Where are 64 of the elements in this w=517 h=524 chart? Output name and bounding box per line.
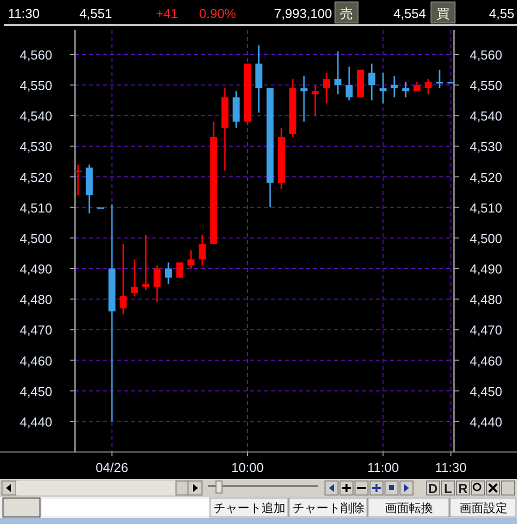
y2-tick-label: 4,550 [470,78,502,94]
x-tick-label: 04/26 [96,460,128,475]
y-tick-label: 4,480 [20,292,52,308]
y2-tick-label: 4,460 [470,353,502,368]
candlestick [436,69,444,89]
y-tick-label: 4,510 [20,200,52,216]
text: 画面転換 [385,501,433,515]
candlestick [142,234,150,291]
candlestick [368,62,376,102]
text: D [428,481,438,496]
candlestick [390,75,398,98]
candlestick [323,72,330,104]
text: R [458,481,468,496]
text: 4,551 [79,6,112,21]
y2-tick-label: 4,560 [470,47,502,62]
y2-tick-label: 4,480 [470,292,502,308]
y2-tick-label: 4,470 [470,322,502,338]
x-tick-label: 10:00 [231,460,264,475]
text: 売 [340,6,353,21]
candlestick [402,81,410,98]
candlestick [188,249,195,270]
y-tick-label: 4,500 [20,230,52,246]
text: 7,993,100 [274,6,332,21]
candlestick [164,262,172,285]
y-tick-label: 4,440 [20,414,52,430]
candlestick [154,264,161,303]
y-tick-label: 4,520 [20,170,52,185]
y-tick-label: 4,470 [20,322,52,338]
y2-tick-label: 4,520 [470,170,502,185]
candlestick [346,66,353,102]
y2-tick-label: 4,500 [470,230,502,246]
y-tick-label: 4,460 [20,353,52,368]
y2-tick-label: 4,510 [470,200,502,216]
text: 画面設定 [460,501,508,515]
y-tick-label: 4,560 [20,47,52,62]
y2-tick-label: 4,490 [470,262,502,277]
y2-tick-label: 4,450 [470,384,502,399]
y-tick-label: 4,490 [20,262,52,277]
candlestick [120,243,127,316]
text: L [444,481,452,496]
y-tick-label: 4,450 [20,384,52,399]
text: 4,55 [489,6,514,21]
candlestick [424,78,432,95]
text: 0.90% [199,6,236,21]
candlestick [380,72,387,104]
y2-tick-label: 4,530 [470,139,502,154]
candlestick [131,258,138,297]
text: チャート追加 [214,501,286,515]
y-tick-label: 4,540 [20,108,52,124]
y2-tick-label: 4,440 [470,414,502,430]
text: 4,554 [393,6,426,21]
y2-tick-label: 4,540 [470,108,502,124]
candlestick [312,84,319,116]
candlestick [300,75,308,122]
text: +41 [156,6,178,21]
y-tick-label: 4,530 [20,139,52,154]
text: 買 [436,6,450,21]
candlestick [334,50,342,95]
x-tick-label: 11:30 [435,460,467,475]
text: 11:30 [8,6,40,21]
text: チャート削除 [292,501,364,515]
y-tick-label: 4,550 [20,78,52,94]
x-tick-label: 11:00 [367,460,399,475]
candlestick [198,234,206,266]
